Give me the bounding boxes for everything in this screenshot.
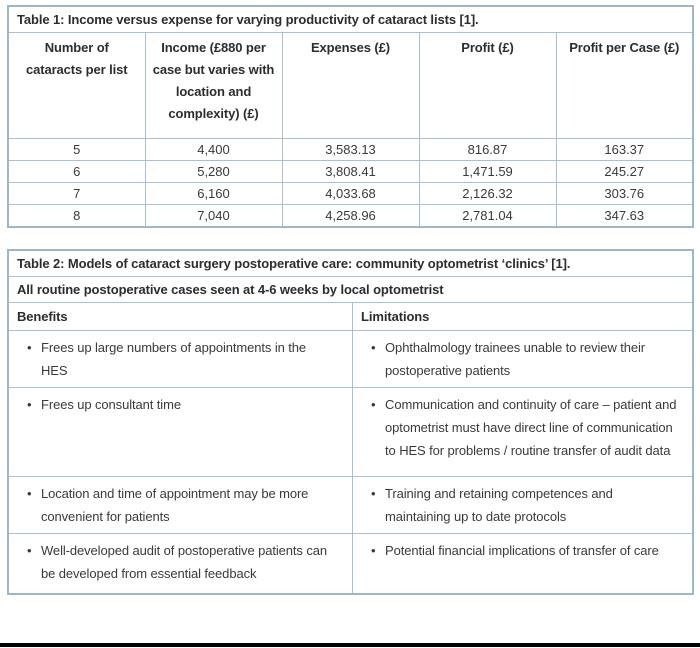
- table-row: Frees up large numbers of appointments i…: [7, 330, 694, 388]
- limitation-item: Communication and continuity of care – p…: [353, 393, 686, 462]
- benefit-item: Frees up consultant time: [9, 393, 346, 416]
- table-row: 7 6,160 4,033.68 2,126.32 303.76: [7, 182, 694, 205]
- table1-header-profit: Profit (£): [418, 32, 557, 139]
- cell-profit-per-case: 347.63: [555, 204, 694, 228]
- cell-income: 7,040: [144, 204, 283, 228]
- cell-income: 4,400: [144, 138, 283, 161]
- table-row: 8 7,040 4,258.96 2,781.04 347.63: [7, 204, 694, 228]
- cell-expenses: 4,258.96: [281, 204, 420, 228]
- table1-header-cataracts: Number of cataracts per list: [7, 32, 146, 139]
- cell-expenses: 3,808.41: [281, 160, 420, 183]
- limitation-cell: Ophthalmology trainees unable to review …: [352, 330, 694, 388]
- cell-profit: 816.87: [418, 138, 557, 161]
- benefit-text: Location and time of appointment may be …: [41, 486, 309, 524]
- cell-profit: 2,126.32: [418, 182, 557, 205]
- benefit-item: Frees up large numbers of appointments i…: [9, 336, 346, 382]
- benefit-text: Well-developed audit of postoperative pa…: [41, 543, 328, 581]
- cell-profit: 1,471.59: [418, 160, 557, 183]
- table-row: 6 5,280 3,808.41 1,471.59 245.27: [7, 160, 694, 183]
- cell-cataracts: 7: [7, 182, 146, 205]
- table1-header-expenses: Expenses (£): [281, 32, 420, 139]
- cell-profit-per-case: 245.27: [555, 160, 694, 183]
- limitations-header: Limitations: [352, 302, 694, 331]
- table1-header-row: Number of cataracts per list Income (£88…: [7, 32, 694, 139]
- limitation-text: Training and retaining competences and m…: [385, 486, 613, 524]
- table1-title: Table 1: Income versus expense for varyi…: [7, 5, 694, 33]
- benefit-text: Frees up large numbers of appointments i…: [41, 340, 307, 378]
- table-row: Well-developed audit of postoperative pa…: [7, 533, 694, 594]
- limitation-cell: Potential financial implications of tran…: [352, 533, 694, 594]
- cell-cataracts: 6: [7, 160, 146, 183]
- table-row: Frees up consultant time Communication a…: [7, 387, 694, 477]
- benefit-cell: Frees up consultant time: [7, 387, 354, 477]
- table2-subtitle: All routine postoperative cases seen at …: [7, 276, 694, 303]
- limitation-item: Ophthalmology trainees unable to review …: [353, 336, 686, 382]
- limitation-item: Potential financial implications of tran…: [353, 539, 686, 562]
- limitation-cell: Communication and continuity of care – p…: [352, 387, 694, 477]
- postop-care-table: Table 2: Models of cataract surgery post…: [7, 249, 694, 595]
- cell-expenses: 4,033.68: [281, 182, 420, 205]
- table1-header-income: Income (£880 per case but varies with lo…: [144, 32, 283, 139]
- limitation-text: Communication and continuity of care – p…: [385, 397, 677, 458]
- limitation-cell: Training and retaining competences and m…: [352, 476, 694, 534]
- table1-header-profit-per-case: Profit per Case (£): [555, 32, 694, 139]
- cell-profit-per-case: 303.76: [555, 182, 694, 205]
- benefit-cell: Frees up large numbers of appointments i…: [7, 330, 354, 388]
- page-edge-line: [0, 643, 700, 647]
- cell-cataracts: 5: [7, 138, 146, 161]
- cell-income: 5,280: [144, 160, 283, 183]
- cell-profit-per-case: 163.37: [555, 138, 694, 161]
- cell-expenses: 3,583.13: [281, 138, 420, 161]
- benefit-cell: Well-developed audit of postoperative pa…: [7, 533, 354, 594]
- limitation-item: Training and retaining competences and m…: [353, 482, 686, 528]
- cell-profit: 2,781.04: [418, 204, 557, 228]
- benefit-text: Frees up consultant time: [41, 397, 181, 412]
- benefits-header: Benefits: [7, 302, 354, 331]
- table2-title: Table 2: Models of cataract surgery post…: [7, 249, 694, 277]
- cell-cataracts: 8: [7, 204, 146, 228]
- table-row: Location and time of appointment may be …: [7, 476, 694, 534]
- benefit-cell: Location and time of appointment may be …: [7, 476, 354, 534]
- benefit-item: Location and time of appointment may be …: [9, 482, 346, 528]
- benefit-item: Well-developed audit of postoperative pa…: [9, 539, 346, 585]
- limitation-text: Ophthalmology trainees unable to review …: [385, 340, 646, 378]
- table-row: 5 4,400 3,583.13 816.87 163.37: [7, 138, 694, 161]
- table2-header-row: Benefits Limitations: [7, 302, 694, 331]
- limitation-text: Potential financial implications of tran…: [385, 543, 659, 558]
- income-expense-table: Table 1: Income versus expense for varyi…: [7, 5, 694, 228]
- cell-income: 6,160: [144, 182, 283, 205]
